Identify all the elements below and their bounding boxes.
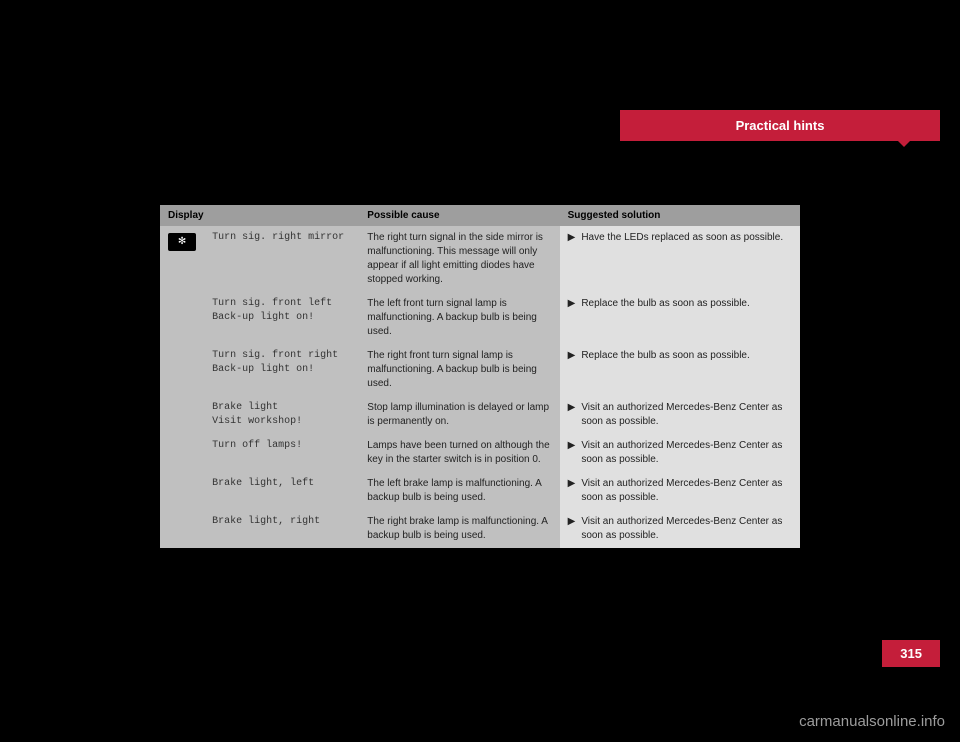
table-row: Brake light, left The left brake lamp is… bbox=[160, 472, 800, 510]
cause-cell: The left front turn signal lamp is malfu… bbox=[359, 292, 559, 344]
cause-text: The right front turn signal lamp is malf… bbox=[367, 349, 551, 391]
table-row: Brake lightVisit workshop! Stop lamp ill… bbox=[160, 396, 800, 434]
solution-cell: ▶ Visit an authorized Mercedes-Benz Cent… bbox=[560, 472, 800, 510]
solution-cell: ▶ Replace the bulb as soon as possible. bbox=[560, 344, 800, 396]
diagnostics-table-container: Display Possible cause Suggested solutio… bbox=[160, 205, 800, 548]
cause-cell: Lamps have been turned on although the k… bbox=[359, 434, 559, 472]
cause-text: The left front turn signal lamp is malfu… bbox=[367, 297, 551, 339]
solution-cell: ▶ Visit an authorized Mercedes-Benz Cent… bbox=[560, 434, 800, 472]
cause-cell: The left brake lamp is malfunctioning. A… bbox=[359, 472, 559, 510]
icon-cell: ✻ bbox=[160, 226, 204, 548]
solution-cell: ▶ Visit an authorized Mercedes-Benz Cent… bbox=[560, 510, 800, 548]
header-cause: Possible cause bbox=[359, 205, 559, 226]
table-row: Brake light, right The right brake lamp … bbox=[160, 510, 800, 548]
display-cell: Turn sig. front rightBack-up light on! bbox=[204, 344, 359, 396]
bullet-icon: ▶ bbox=[568, 477, 576, 491]
cause-text: The right brake lamp is malfunctioning. … bbox=[367, 515, 551, 543]
display-text: Turn sig. front rightBack-up light on! bbox=[212, 349, 351, 377]
bullet-icon: ▶ bbox=[568, 297, 576, 311]
solution-text: Have the LEDs replaced as soon as possib… bbox=[581, 231, 783, 245]
section-title: Practical hints bbox=[736, 118, 825, 133]
cause-text: The right turn signal in the side mirror… bbox=[367, 231, 551, 287]
cause-text: The left brake lamp is malfunctioning. A… bbox=[367, 477, 551, 505]
table-row: Turn sig. front leftBack-up light on! Th… bbox=[160, 292, 800, 344]
solution-cell: ▶ Replace the bulb as soon as possible. bbox=[560, 292, 800, 344]
display-text: Turn sig. front leftBack-up light on! bbox=[212, 297, 351, 325]
bullet-icon: ▶ bbox=[568, 349, 576, 363]
solution-cell: ▶ Have the LEDs replaced as soon as poss… bbox=[560, 226, 800, 292]
display-cell: Turn sig. front leftBack-up light on! bbox=[204, 292, 359, 344]
display-cell: Brake lightVisit workshop! bbox=[204, 396, 359, 434]
display-cell: Turn sig. right mirror bbox=[204, 226, 359, 292]
bulb-warning-icon: ✻ bbox=[168, 233, 196, 251]
header-display: Display bbox=[160, 205, 359, 226]
solution-text: Replace the bulb as soon as possible. bbox=[581, 297, 749, 311]
display-cell: Brake light, left bbox=[204, 472, 359, 510]
bullet-icon: ▶ bbox=[568, 439, 576, 453]
bullet-icon: ▶ bbox=[568, 515, 576, 529]
diagnostics-table: Display Possible cause Suggested solutio… bbox=[160, 205, 800, 548]
cause-cell: Stop lamp illumination is delayed or lam… bbox=[359, 396, 559, 434]
solution-text: Visit an authorized Mercedes-Benz Center… bbox=[581, 401, 792, 429]
solution-text: Visit an authorized Mercedes-Benz Center… bbox=[581, 477, 792, 505]
section-header-tab: Practical hints bbox=[620, 110, 940, 141]
cause-text: Lamps have been turned on although the k… bbox=[367, 439, 551, 467]
page-number-tab: 315 bbox=[882, 640, 940, 667]
header-solution: Suggested solution bbox=[560, 205, 800, 226]
bullet-icon: ▶ bbox=[568, 231, 576, 245]
table-row: Turn sig. front rightBack-up light on! T… bbox=[160, 344, 800, 396]
display-text: Turn sig. right mirror bbox=[212, 231, 351, 245]
watermark-text: carmanualsonline.info bbox=[799, 713, 945, 730]
bullet-icon: ▶ bbox=[568, 401, 576, 415]
cause-cell: The right front turn signal lamp is malf… bbox=[359, 344, 559, 396]
table-row: ✻ Turn sig. right mirror The right turn … bbox=[160, 226, 800, 292]
cause-cell: The right brake lamp is malfunctioning. … bbox=[359, 510, 559, 548]
display-text: Brake light, right bbox=[212, 515, 351, 529]
cause-cell: The right turn signal in the side mirror… bbox=[359, 226, 559, 292]
solution-text: Replace the bulb as soon as possible. bbox=[581, 349, 749, 363]
display-text: Brake light, left bbox=[212, 477, 351, 491]
display-cell: Brake light, right bbox=[204, 510, 359, 548]
table-row: Turn off lamps! Lamps have been turned o… bbox=[160, 434, 800, 472]
display-text: Brake lightVisit workshop! bbox=[212, 401, 351, 429]
display-text: Turn off lamps! bbox=[212, 439, 351, 453]
solution-cell: ▶ Visit an authorized Mercedes-Benz Cent… bbox=[560, 396, 800, 434]
display-cell: Turn off lamps! bbox=[204, 434, 359, 472]
solution-text: Visit an authorized Mercedes-Benz Center… bbox=[581, 515, 792, 543]
table-header-row: Display Possible cause Suggested solutio… bbox=[160, 205, 800, 226]
page-number: 315 bbox=[900, 646, 922, 661]
cause-text: Stop lamp illumination is delayed or lam… bbox=[367, 401, 551, 429]
solution-text: Visit an authorized Mercedes-Benz Center… bbox=[581, 439, 792, 467]
